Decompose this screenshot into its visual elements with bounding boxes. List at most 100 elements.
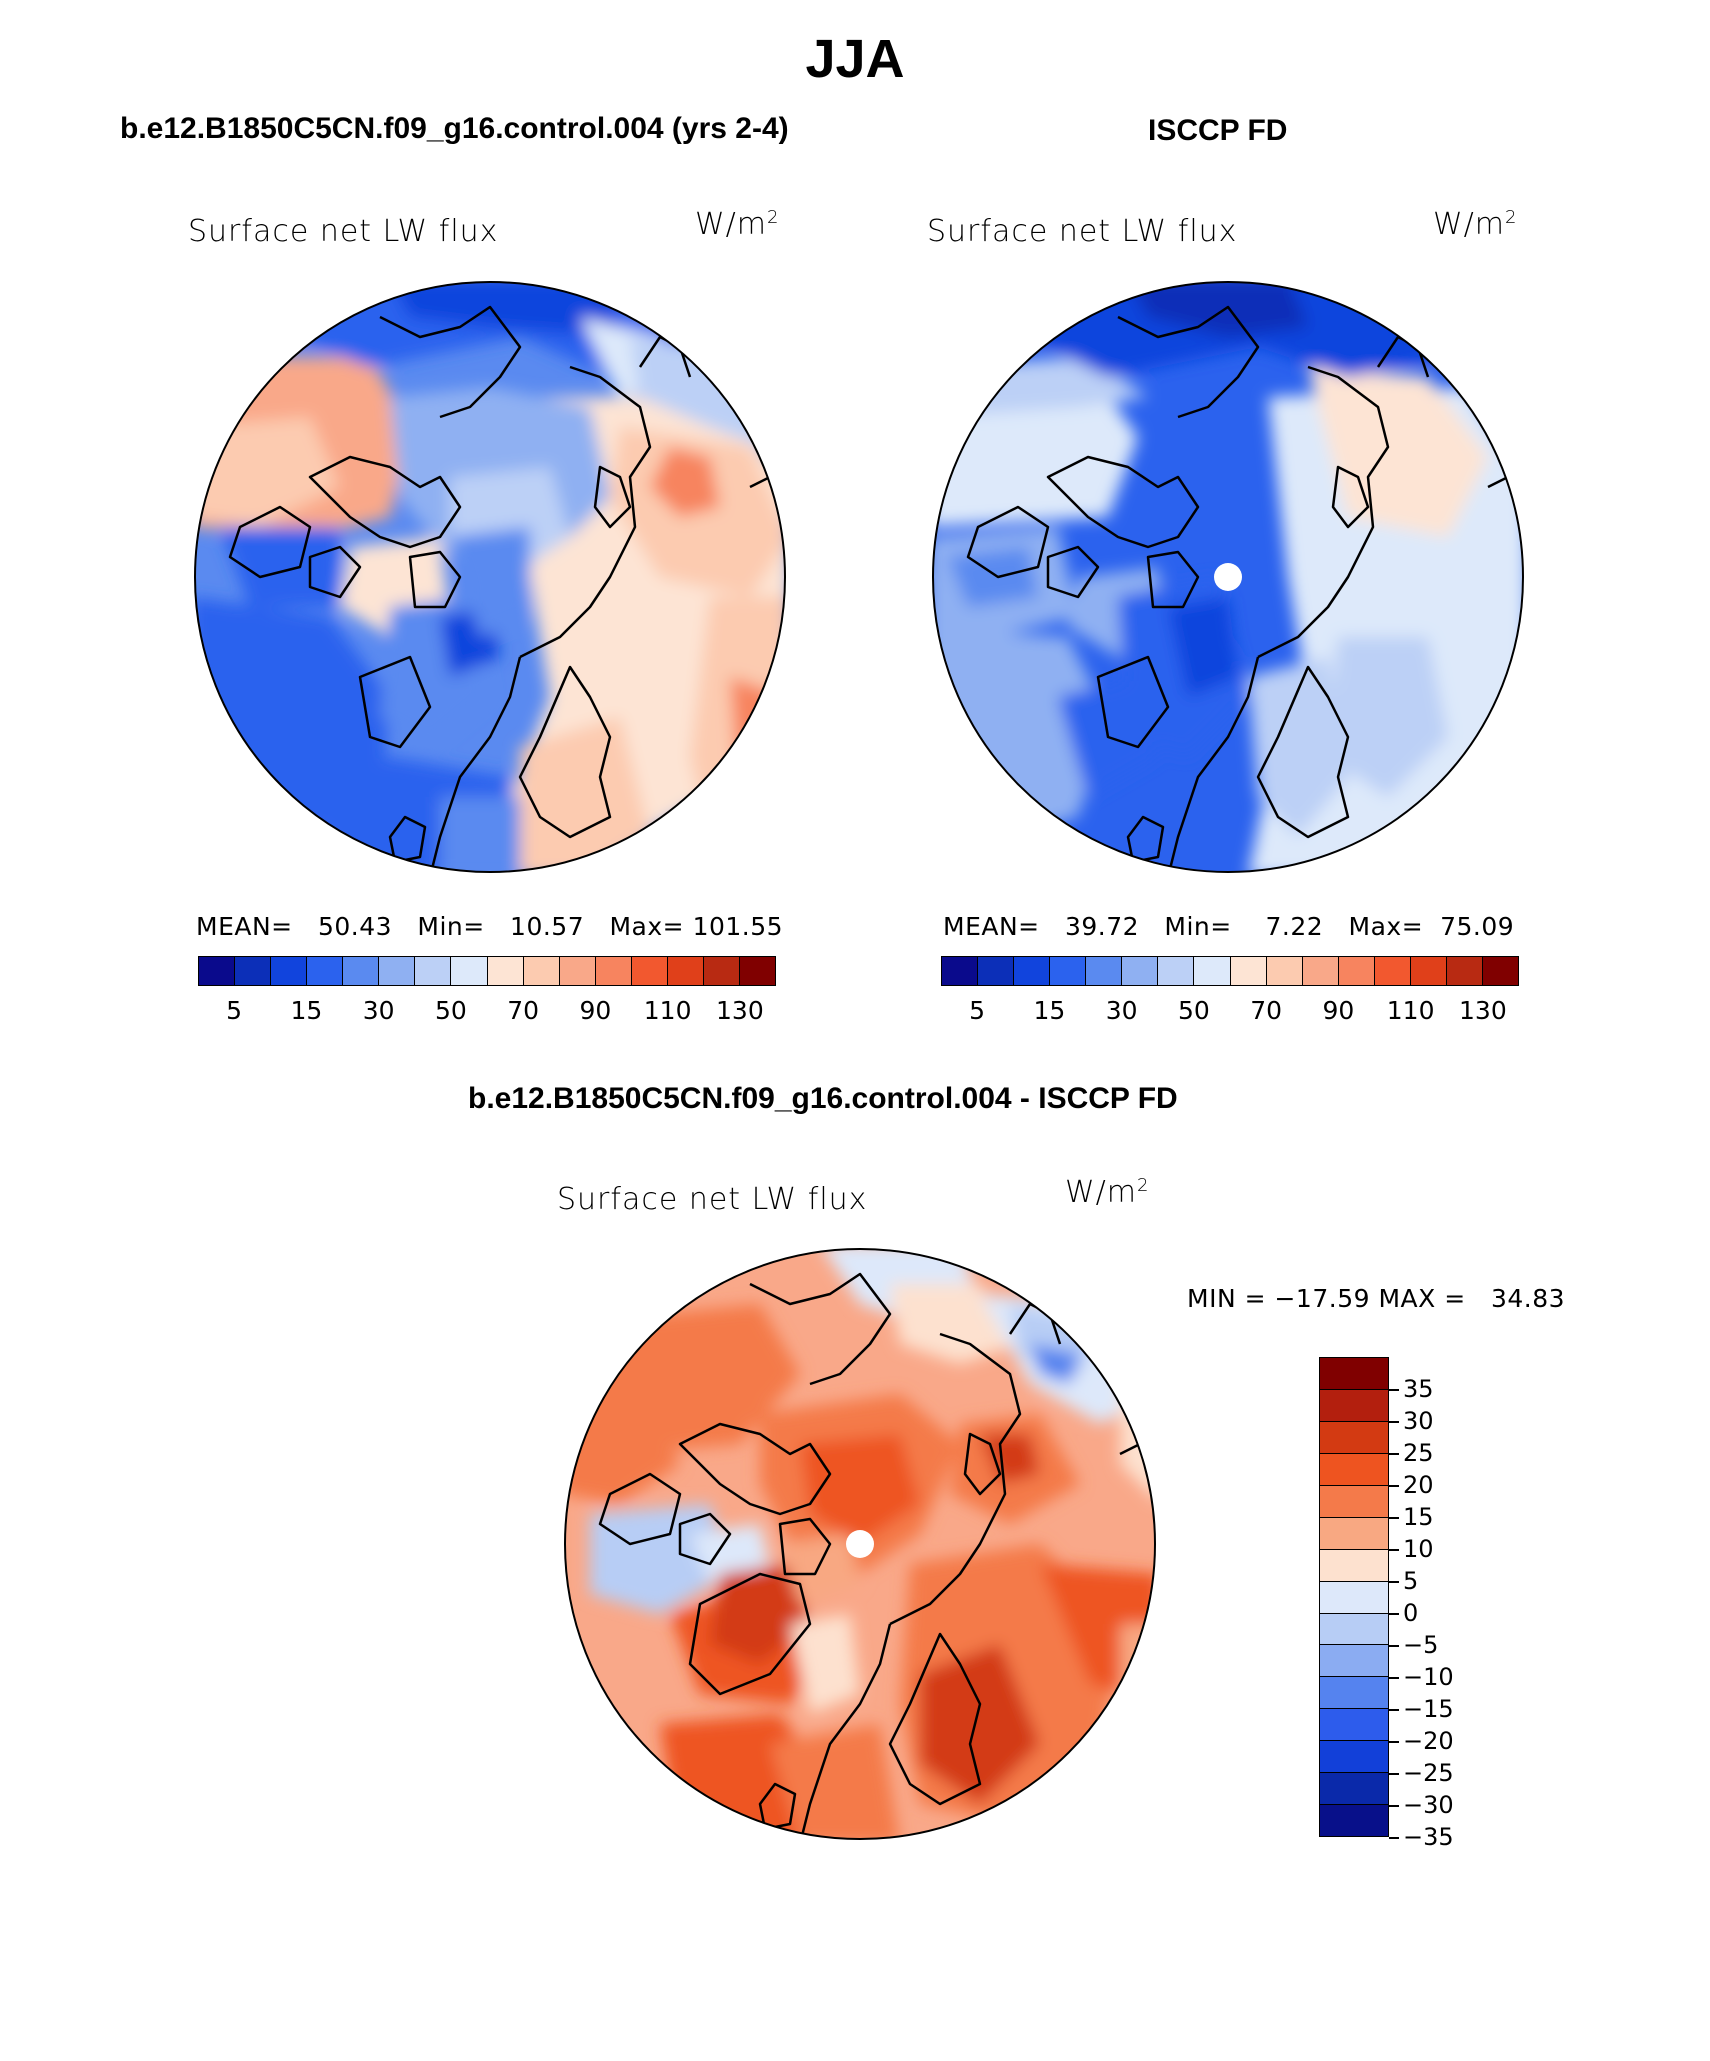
colorbar-tick-label: 70 — [1250, 996, 1283, 1025]
colorbar-tick-label: 50 — [1177, 996, 1210, 1025]
colorbar-swatch — [1446, 957, 1483, 985]
left-variable-label: Surface net LW flux — [188, 214, 499, 249]
colorbar-swatch — [199, 957, 236, 985]
colorbar-swatch — [1122, 957, 1159, 985]
colorbar-tick-label: 20 — [1389, 1471, 1434, 1499]
left-colorbar — [198, 956, 776, 986]
colorbar-tick-label: 90 — [579, 996, 612, 1025]
colorbar-swatch — [1320, 1613, 1388, 1646]
colorbar-swatch — [703, 957, 740, 985]
colorbar-swatch — [978, 957, 1015, 985]
left-panel-title: b.e12.B1850C5CN.f09_g16.control.004 (yrs… — [120, 112, 789, 145]
colorbar-swatch — [631, 957, 668, 985]
colorbar-swatch — [1320, 1741, 1388, 1774]
right-colorbar — [941, 956, 1519, 986]
colorbar-tick-label: 0 — [1389, 1599, 1418, 1627]
colorbar-tick-label: 110 — [643, 996, 692, 1025]
colorbar-swatch — [1320, 1677, 1388, 1710]
colorbar-tick-label: 35 — [1389, 1375, 1434, 1403]
colorbar-swatch — [379, 957, 416, 985]
colorbar-tick-label: 10 — [1389, 1535, 1434, 1563]
colorbar-swatch — [595, 957, 632, 985]
colorbar-swatch — [307, 957, 344, 985]
colorbar-tick-label: −35 — [1389, 1823, 1454, 1851]
colorbar-swatch — [1320, 1517, 1388, 1550]
colorbar-swatch — [343, 957, 380, 985]
right-panel-title: ISCCP FD — [1148, 114, 1288, 147]
colorbar-swatch — [1410, 957, 1447, 985]
left-polar-map — [194, 281, 786, 873]
colorbar-tick-label: 130 — [716, 996, 764, 1025]
colorbar-tick-label: 15 — [1389, 1503, 1434, 1531]
colorbar-tick-label: 25 — [1389, 1439, 1434, 1467]
right-polar-map — [932, 281, 1524, 873]
colorbar-tick-label: 90 — [1322, 996, 1355, 1025]
colorbar-swatch — [523, 957, 560, 985]
colorbar-swatch — [942, 957, 979, 985]
colorbar-swatch — [559, 957, 596, 985]
colorbar-swatch — [1230, 957, 1267, 985]
colorbar-swatch — [1338, 957, 1375, 985]
right-variable-label: Surface net LW flux — [927, 214, 1238, 249]
colorbar-swatch — [1482, 957, 1518, 985]
diff-panel-title: b.e12.B1850C5CN.f09_g16.control.004 - IS… — [468, 1082, 1178, 1115]
colorbar-swatch — [1320, 1645, 1388, 1678]
colorbar-swatch — [1320, 1421, 1388, 1454]
pole-hole-marker — [1214, 563, 1242, 591]
colorbar-swatch — [667, 957, 704, 985]
colorbar-swatch — [1158, 957, 1195, 985]
colorbar-swatch — [1320, 1773, 1388, 1806]
right-stats: MEAN= 39.72 Min= 7.22 Max= 75.09 — [943, 912, 1515, 941]
colorbar-tick-label: 30 — [362, 996, 395, 1025]
colorbar-tick-label: 110 — [1386, 996, 1435, 1025]
colorbar-swatch — [1266, 957, 1303, 985]
colorbar-tick-label: −20 — [1389, 1727, 1454, 1755]
colorbar-tick-label: −10 — [1389, 1663, 1454, 1691]
colorbar-tick-label: 15 — [1033, 996, 1066, 1025]
colorbar-swatch — [1374, 957, 1411, 985]
colorbar-tick-label: 70 — [507, 996, 540, 1025]
right-colorbar-ticks: 5 15 30 50 70 90 110 130 — [941, 996, 1519, 1026]
colorbar-swatch — [415, 957, 452, 985]
colorbar-swatch — [1320, 1358, 1388, 1390]
colorbar-tick-label: 50 — [434, 996, 467, 1025]
colorbar-swatch — [1320, 1389, 1388, 1422]
colorbar-swatch — [1320, 1485, 1388, 1518]
diff-polar-map — [564, 1248, 1156, 1840]
pole-hole-marker — [846, 1530, 874, 1558]
colorbar-swatch — [1014, 957, 1051, 985]
right-units-label: W/m2 — [1433, 207, 1518, 242]
diff-units-label: W/m2 — [1065, 1175, 1150, 1210]
colorbar-swatch — [1050, 957, 1087, 985]
colorbar-swatch — [271, 957, 308, 985]
colorbar-swatch — [487, 957, 524, 985]
colorbar-swatch — [235, 957, 272, 985]
colorbar-tick-label: −15 — [1389, 1695, 1454, 1723]
colorbar-tick-label: 5 — [1389, 1567, 1418, 1595]
left-colorbar-ticks: 5 15 30 50 70 90 110 130 — [198, 996, 776, 1026]
figure-title: JJA — [805, 29, 905, 89]
colorbar-swatch — [1320, 1805, 1388, 1837]
colorbar-swatch — [1320, 1581, 1388, 1614]
colorbar-tick-label: 15 — [290, 996, 323, 1025]
colorbar-swatch — [451, 957, 488, 985]
diff-colorbar-ticks: 35 30 25 20 15 10 5 0 −5 −10 −15 −20 −25 −30 −35 — [1389, 1357, 1509, 1851]
colorbar-tick-label: 30 — [1105, 996, 1138, 1025]
left-units-label: W/m2 — [695, 207, 780, 242]
left-stats: MEAN= 50.43 Min= 10.57 Max= 101.55 — [196, 912, 784, 941]
colorbar-swatch — [1320, 1453, 1388, 1486]
colorbar-swatch — [1302, 957, 1339, 985]
colorbar-swatch — [1194, 957, 1231, 985]
colorbar-tick-label: −5 — [1389, 1631, 1438, 1659]
colorbar-tick-label: −30 — [1389, 1791, 1454, 1819]
colorbar-swatch — [1320, 1709, 1388, 1742]
colorbar-tick-label: 5 — [226, 996, 243, 1025]
colorbar-tick-label: 30 — [1389, 1407, 1434, 1435]
diff-variable-label: Surface net LW flux — [557, 1182, 868, 1217]
colorbar-swatch — [1086, 957, 1123, 985]
colorbar-tick-label: 5 — [969, 996, 986, 1025]
colorbar-tick-label: −25 — [1389, 1759, 1454, 1787]
diff-colorbar — [1319, 1357, 1389, 1837]
colorbar-swatch — [1320, 1549, 1388, 1582]
colorbar-tick-label: 130 — [1459, 996, 1507, 1025]
